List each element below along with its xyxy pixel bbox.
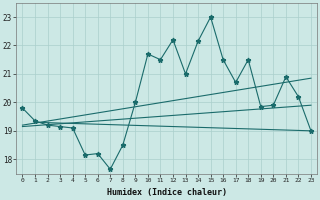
X-axis label: Humidex (Indice chaleur): Humidex (Indice chaleur) [107,188,227,197]
